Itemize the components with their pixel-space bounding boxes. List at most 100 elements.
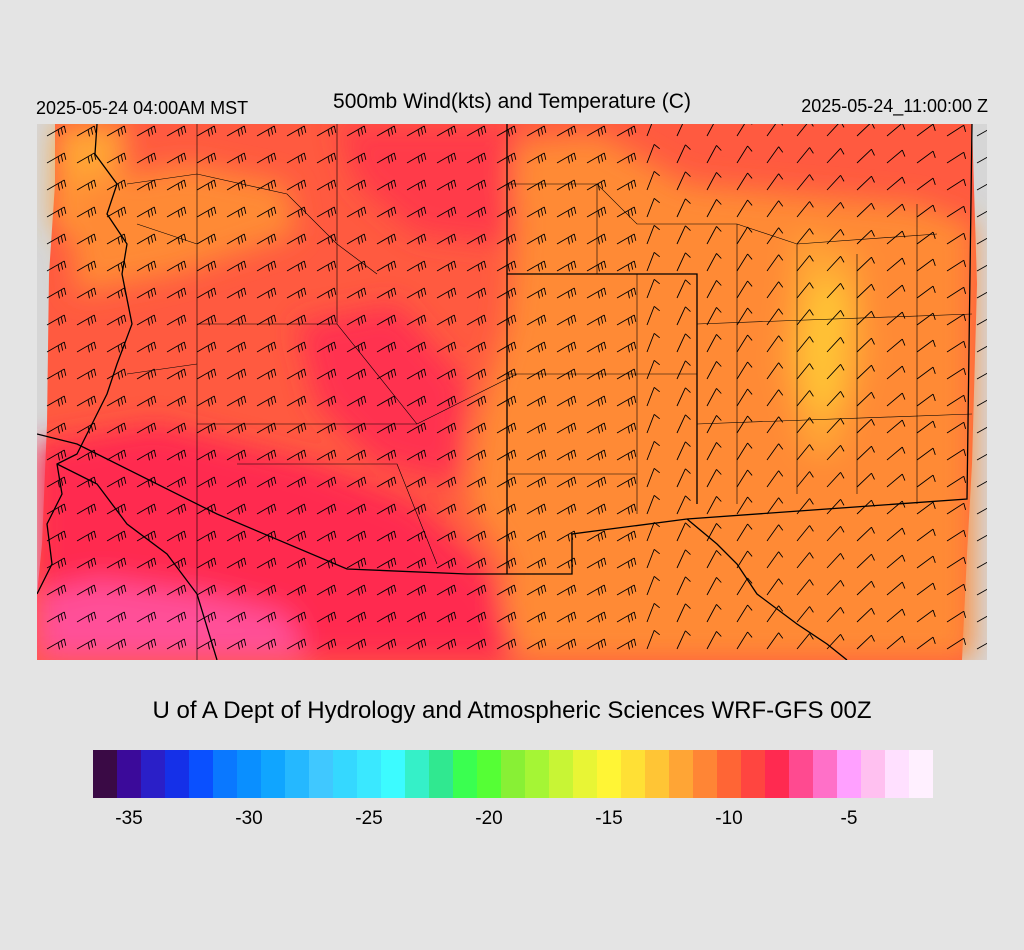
wind-barb <box>586 503 607 515</box>
wind-barb <box>316 341 337 353</box>
colorbar-swatch <box>525 750 550 798</box>
wind-barb <box>406 638 427 650</box>
wind-barb <box>496 179 517 191</box>
wind-barb <box>136 125 157 137</box>
wind-barb <box>976 561 987 569</box>
wind-barb <box>226 341 247 353</box>
wind-barb <box>616 584 637 596</box>
wind-barb <box>106 557 127 569</box>
wind-barb <box>346 476 367 488</box>
wind-barb <box>436 638 457 650</box>
wind-barb <box>766 362 784 380</box>
wind-barb <box>106 206 127 218</box>
colorbar-swatch <box>189 750 214 798</box>
wind-barb <box>796 363 814 380</box>
wind-barb <box>736 226 753 245</box>
wind-barb <box>466 314 487 326</box>
colorbar-swatch <box>693 750 718 798</box>
wind-barb <box>226 206 247 218</box>
wind-barb <box>256 206 277 218</box>
wind-barb <box>856 124 875 137</box>
wind-barb <box>46 395 67 407</box>
valid-time-label: 2025-05-24_11:00:00 Z <box>801 96 988 116</box>
wind-barb <box>526 314 547 326</box>
wind-barb <box>256 125 277 137</box>
wind-barb <box>676 630 691 650</box>
wind-barb <box>166 341 187 353</box>
wind-barb <box>436 368 457 380</box>
wind-barb <box>616 260 637 272</box>
wind-barb <box>526 125 547 137</box>
wind-barb <box>796 552 814 569</box>
wind-barb <box>316 125 337 137</box>
wind-barb <box>856 283 875 299</box>
wind-barb <box>856 229 875 245</box>
wind-barb <box>166 314 187 326</box>
wind-barb <box>466 341 487 353</box>
wind-barb <box>676 306 691 326</box>
wind-barb <box>826 552 845 569</box>
wind-barb <box>346 449 367 461</box>
wind-barb <box>796 201 814 218</box>
wind-barb <box>616 179 637 191</box>
wind-barb <box>496 476 517 488</box>
wind-barb <box>856 310 875 326</box>
wind-barb <box>736 388 753 407</box>
wind-barb <box>76 341 97 353</box>
wind-barb <box>106 476 127 488</box>
wind-barb <box>916 258 936 272</box>
wind-barb <box>226 584 247 596</box>
wind-barb <box>256 530 277 542</box>
colorbar-swatch <box>669 750 694 798</box>
wind-barb <box>856 175 875 191</box>
wind-barb <box>586 125 607 137</box>
wind-barb <box>706 253 722 272</box>
wind-barb <box>586 611 607 623</box>
wind-barb <box>136 584 157 596</box>
wind-barb <box>826 174 845 191</box>
colorbar-swatch <box>405 750 430 798</box>
wind-barb <box>196 287 217 299</box>
wind-barb <box>556 476 577 488</box>
wind-barb <box>796 228 814 245</box>
wind-barb <box>496 368 517 380</box>
wind-barb <box>496 233 517 245</box>
wind-barb <box>706 199 722 218</box>
wind-barb <box>916 555 936 569</box>
wind-barb <box>826 390 845 407</box>
colorbar-swatch <box>261 750 286 798</box>
wind-barb <box>406 368 427 380</box>
wind-barb <box>916 393 936 407</box>
wind-barb <box>526 503 547 515</box>
colorbar-swatch <box>381 750 406 798</box>
wind-barb <box>796 471 814 488</box>
wind-barb <box>46 449 67 461</box>
wind-barb <box>406 611 427 623</box>
wind-barb <box>796 336 814 353</box>
colorbar-swatch <box>549 750 574 798</box>
wind-barb <box>166 557 187 569</box>
wind-barb <box>196 422 217 434</box>
wind-barb <box>946 151 967 164</box>
wind-barb <box>76 314 97 326</box>
wind-barb <box>586 530 607 542</box>
colorbar-swatch <box>333 750 358 798</box>
wind-barb <box>826 525 845 542</box>
wind-barb <box>136 557 157 569</box>
wind-barb <box>256 422 277 434</box>
wind-barb <box>406 503 427 515</box>
wind-barb <box>166 233 187 245</box>
wind-barb <box>76 449 97 461</box>
wind-barb <box>466 557 487 569</box>
wind-barb <box>646 576 660 596</box>
wind-barb <box>796 309 814 326</box>
wind-barb <box>106 395 127 407</box>
wind-barb <box>406 557 427 569</box>
wind-barb <box>526 260 547 272</box>
wind-barb <box>436 395 457 407</box>
wind-barb <box>376 314 397 326</box>
wind-barb <box>706 145 722 164</box>
wind-barb <box>856 148 875 164</box>
wind-barb <box>796 498 814 515</box>
wind-barb <box>196 476 217 488</box>
